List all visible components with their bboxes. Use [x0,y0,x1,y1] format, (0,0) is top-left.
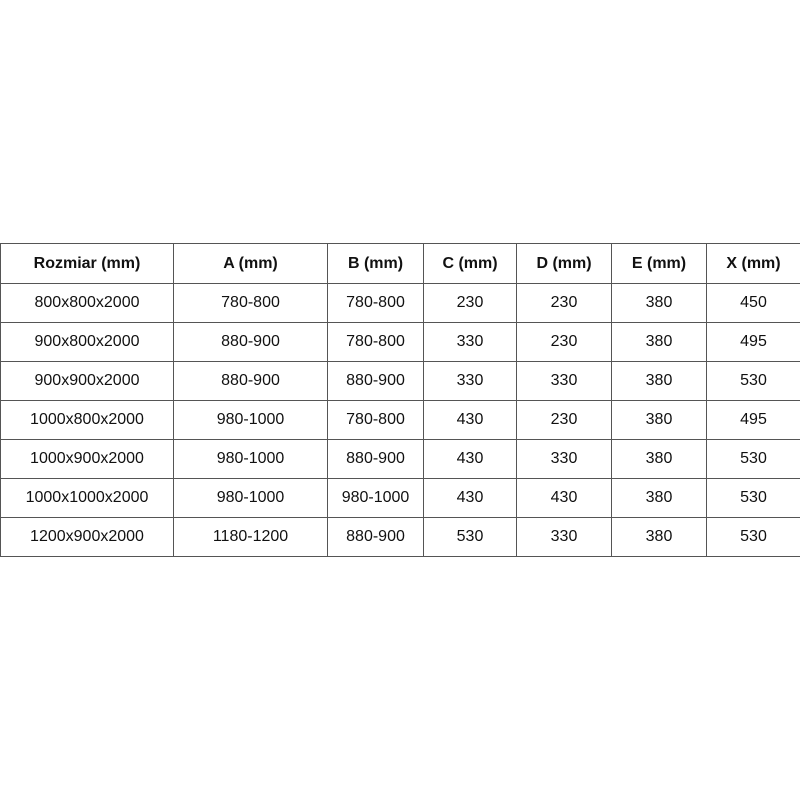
table-cell: 530 [706,361,800,401]
table-cell: 230 [516,400,612,440]
table-cell: 880-900 [173,361,328,401]
table-cell: 980-1000 [173,439,328,479]
table-cell: 330 [516,439,612,479]
table-cell: 530 [706,439,800,479]
table-cell: 880-900 [173,322,328,362]
table-cell: 980-1000 [327,478,424,518]
table-cell: 330 [423,361,517,401]
table-cell: 980-1000 [173,478,328,518]
column-header: Rozmiar (mm) [0,243,174,284]
table-cell: 880-900 [327,439,424,479]
column-header: A (mm) [173,243,328,284]
table-cell: 380 [611,361,707,401]
table-cell: 230 [423,283,517,323]
table-row: 1000x800x2000 980-1000 780-800 430 230 380 495 [0,400,800,440]
table-cell: 230 [516,283,612,323]
table-cell: 1000x1000x2000 [0,478,174,518]
table-cell: 880-900 [327,361,424,401]
table-row: 1200x900x2000 1180-1200 880-900 530 330 380 53… [0,517,800,557]
table-cell: 330 [423,322,517,362]
table-cell: 495 [706,322,800,362]
table-cell: 430 [423,400,517,440]
column-header: D (mm) [516,243,612,284]
table-cell: 530 [706,517,800,557]
table-cell: 430 [516,478,612,518]
table-cell: 430 [423,478,517,518]
table-cell: 900x800x2000 [0,322,174,362]
table-cell: 800x800x2000 [0,283,174,323]
table-cell: 495 [706,400,800,440]
table-cell: 380 [611,283,707,323]
dimensions-table: Rozmiar (mm) A (mm) B (mm) C (mm) D (mm) E (m… [0,243,800,557]
table-cell: 530 [423,517,517,557]
table-row: 900x800x2000 880-900 780-800 330 230 380 495 [0,322,800,362]
table-cell: 450 [706,283,800,323]
table-cell: 780-800 [173,283,328,323]
table-cell: 380 [611,478,707,518]
table-cell: 780-800 [327,322,424,362]
table-cell: 230 [516,322,612,362]
table-cell: 380 [611,517,707,557]
table-cell: 430 [423,439,517,479]
table-cell: 380 [611,439,707,479]
table-row: 800x800x2000 780-800 780-800 230 230 380 450 [0,283,800,323]
table-cell: 330 [516,517,612,557]
table-cell: 780-800 [327,400,424,440]
column-header: B (mm) [327,243,424,284]
column-header: E (mm) [611,243,707,284]
table-cell: 530 [706,478,800,518]
table-cell: 780-800 [327,283,424,323]
table-cell: 1180-1200 [173,517,328,557]
table-row: 1000x900x2000 980-1000 880-900 430 330 380 530 [0,439,800,479]
table-cell: 1200x900x2000 [0,517,174,557]
column-header: C (mm) [423,243,517,284]
table-cell: 1000x800x2000 [0,400,174,440]
table-cell: 900x900x2000 [0,361,174,401]
table-header-row: Rozmiar (mm) A (mm) B (mm) C (mm) D (mm) E (m… [0,243,800,284]
table-row: 900x900x2000 880-900 880-900 330 330 380 530 [0,361,800,401]
table-cell: 880-900 [327,517,424,557]
table-cell: 980-1000 [173,400,328,440]
table-row: 1000x1000x2000 980-1000 980-1000 430 430 380 5… [0,478,800,518]
table-cell: 380 [611,322,707,362]
table-cell: 330 [516,361,612,401]
column-header: X (mm) [706,243,800,284]
table-cell: 1000x900x2000 [0,439,174,479]
table-cell: 380 [611,400,707,440]
